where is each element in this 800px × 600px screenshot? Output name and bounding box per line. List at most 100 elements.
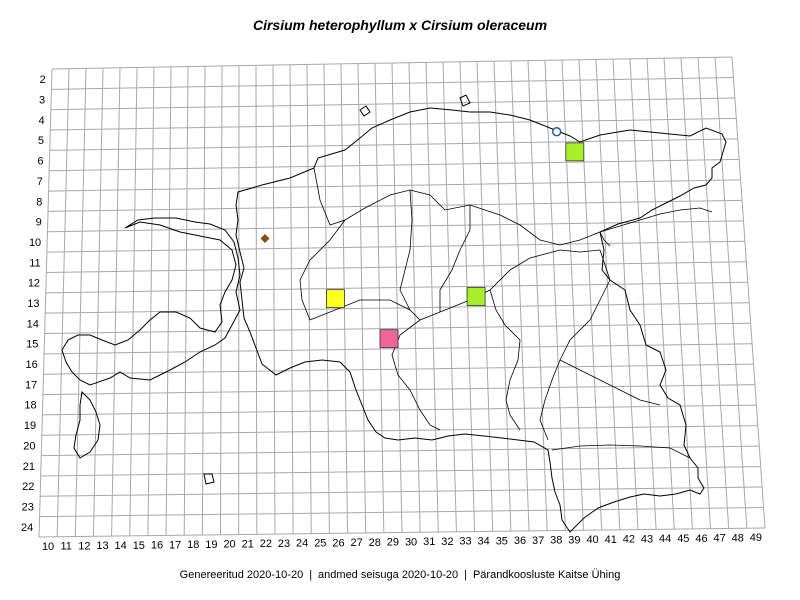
map-title: Cirsium heterophyllum x Cirsium oleraceu… xyxy=(252,17,548,33)
grid-line xyxy=(408,62,421,533)
footer-separator: | xyxy=(309,569,313,581)
grid-line xyxy=(48,179,741,192)
column-label: 11 xyxy=(61,541,72,553)
footer-organization: Pärandkoosluste Kaitse Ühing xyxy=(472,569,621,581)
footer-separator: | xyxy=(464,569,467,581)
column-label: 36 xyxy=(514,535,526,547)
row-label: 11 xyxy=(29,257,40,269)
row-label: 14 xyxy=(27,318,39,330)
grid-line xyxy=(183,66,189,536)
column-label: 49 xyxy=(750,532,762,544)
row-label: 19 xyxy=(24,420,36,432)
column-label: 42 xyxy=(623,534,635,546)
column-label: 30 xyxy=(405,536,417,548)
grid-line xyxy=(578,59,603,531)
column-label: 47 xyxy=(714,533,726,545)
footer: Genereeritud 2020-10-20 | andmed seisuga 2… xyxy=(0,569,800,581)
row-label: 15 xyxy=(26,339,38,351)
column-label: 31 xyxy=(423,536,435,548)
column-label: 21 xyxy=(242,538,254,550)
grid-line xyxy=(46,240,745,253)
grid-line xyxy=(45,302,750,314)
column-labels: 10 11 12 13 14 15 16 17 18 19 20 21 22 23 24 25 26 27 28 29… xyxy=(42,532,762,553)
grid-lines xyxy=(38,56,766,538)
grid-line xyxy=(629,58,657,530)
grid-line xyxy=(306,64,312,534)
island-small-outline xyxy=(73,390,101,459)
grid-line xyxy=(714,57,748,529)
grid-line xyxy=(49,138,738,151)
grid-line xyxy=(111,67,121,537)
square-marker xyxy=(565,142,585,162)
grid-line xyxy=(45,281,748,294)
grid-line xyxy=(42,384,755,396)
column-label: 23 xyxy=(278,538,290,550)
grid-line xyxy=(38,68,53,538)
column-label: 46 xyxy=(695,533,707,545)
grid-line xyxy=(391,62,403,533)
row-label: 21 xyxy=(23,461,35,473)
column-label: 29 xyxy=(387,537,399,549)
grid-line xyxy=(612,59,639,530)
grid-line xyxy=(51,56,733,70)
grid-line xyxy=(41,445,760,457)
grid-line xyxy=(50,117,737,131)
grid-line xyxy=(48,199,743,212)
column-label: 17 xyxy=(169,539,181,551)
grid-line xyxy=(201,66,206,535)
row-label: 24 xyxy=(21,522,33,534)
column-label: 35 xyxy=(496,535,508,547)
row-label: 9 xyxy=(36,217,42,229)
country-outline xyxy=(61,94,727,533)
grid-line xyxy=(50,97,735,111)
grid-line xyxy=(510,60,530,531)
grid-line xyxy=(44,322,751,335)
row-label: 4 xyxy=(38,115,44,127)
row-label: 8 xyxy=(36,196,42,208)
grid-line xyxy=(544,60,566,531)
grid-line xyxy=(697,57,730,529)
square-marker xyxy=(326,289,345,309)
grid-line xyxy=(44,343,753,355)
row-label: 12 xyxy=(28,278,40,290)
column-label: 19 xyxy=(205,539,217,551)
column-label: 33 xyxy=(459,536,471,548)
column-label: 44 xyxy=(659,533,671,545)
column-label: 43 xyxy=(641,533,653,545)
grid-line xyxy=(129,67,138,536)
grid-line xyxy=(42,404,757,416)
column-label: 25 xyxy=(314,538,326,550)
column-label: 41 xyxy=(605,534,617,546)
column-label: 12 xyxy=(78,540,90,552)
row-label: 22 xyxy=(22,481,34,493)
column-label: 39 xyxy=(568,534,580,546)
row-label: 20 xyxy=(23,440,35,452)
grid-line xyxy=(442,62,457,532)
grid-line xyxy=(493,61,512,532)
island-tiny-outline xyxy=(203,473,215,485)
grid-line xyxy=(46,261,747,273)
column-label: 45 xyxy=(677,533,689,545)
observation-markers xyxy=(260,126,585,349)
grid-line xyxy=(39,507,764,518)
column-label: 28 xyxy=(369,537,381,549)
row-label: 13 xyxy=(27,298,39,310)
diamond-marker xyxy=(260,234,270,244)
grid-line xyxy=(663,58,693,529)
column-label: 22 xyxy=(260,538,272,550)
row-label: 6 xyxy=(37,156,43,168)
square-marker xyxy=(379,329,399,349)
grid-line xyxy=(74,68,87,537)
grid-line xyxy=(255,65,258,535)
lake-outline xyxy=(599,207,713,247)
grid-line xyxy=(41,425,758,436)
column-label: 15 xyxy=(133,540,145,552)
column-label: 24 xyxy=(296,538,308,550)
row-label: 16 xyxy=(26,359,38,371)
county-borders xyxy=(299,167,691,459)
grid-line xyxy=(731,56,766,529)
grid-line xyxy=(561,59,584,531)
grid-line xyxy=(425,62,439,533)
column-label: 34 xyxy=(478,535,490,547)
